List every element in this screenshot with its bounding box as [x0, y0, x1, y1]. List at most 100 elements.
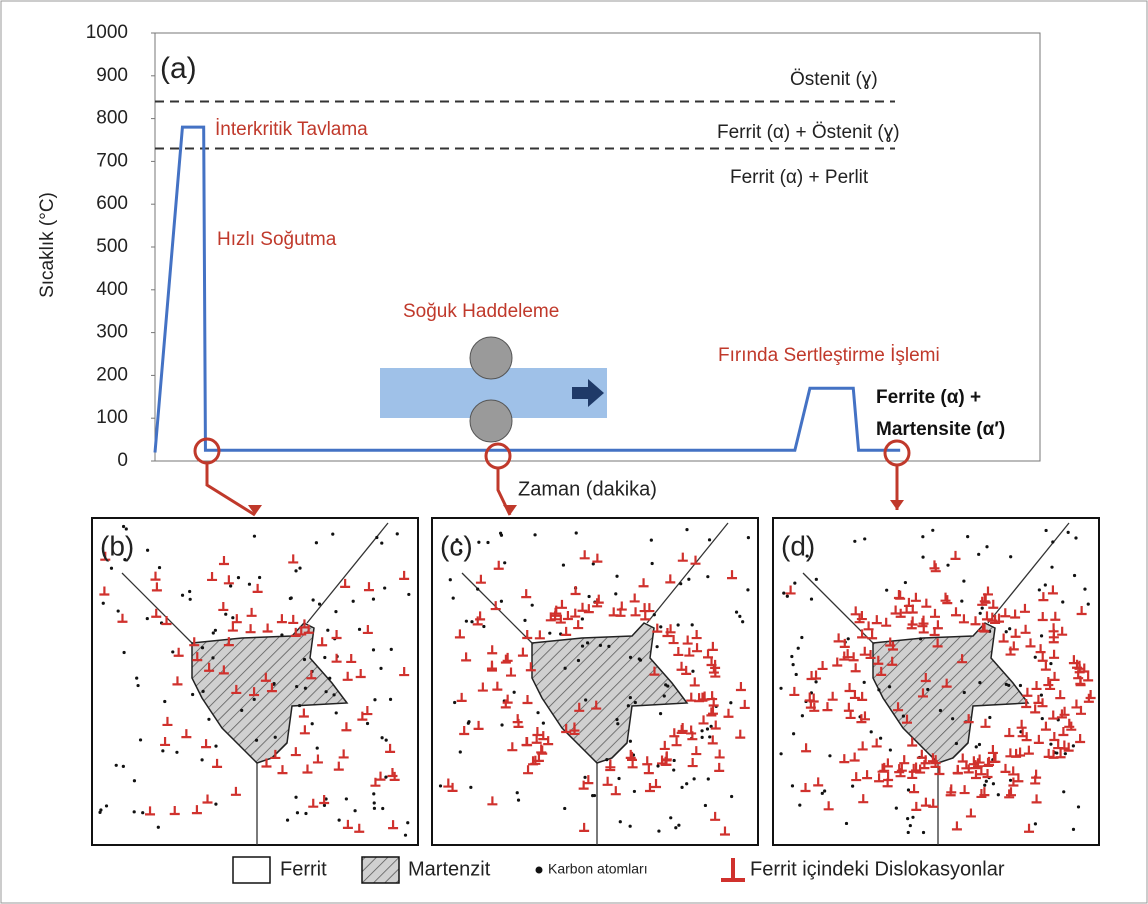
carbon-atom — [708, 735, 711, 738]
carbon-atom — [311, 722, 314, 725]
carbon-atom — [1072, 744, 1075, 747]
carbon-atom — [139, 738, 142, 741]
carbon-atom — [586, 641, 589, 644]
legend-label: Ferrit içindeki Dislokasyonlar — [750, 858, 1005, 880]
carbon-atom — [800, 636, 803, 639]
carbon-atom — [863, 537, 866, 540]
carbon-atom — [214, 629, 217, 632]
carbon-atom — [146, 617, 149, 620]
carbon-atom — [486, 541, 489, 544]
carbon-atom — [449, 578, 452, 581]
carbon-atom — [951, 717, 954, 720]
carbon-atom — [189, 598, 192, 601]
carbon-atom — [338, 819, 341, 822]
carbon-atom — [1008, 627, 1011, 630]
carbon-atom — [372, 598, 375, 601]
carbon-atom — [294, 796, 297, 799]
carbon-atom — [467, 722, 470, 725]
carbon-atom — [729, 701, 732, 704]
carbon-atom — [331, 532, 334, 535]
carbon-atom — [823, 789, 826, 792]
carbon-atom — [1077, 805, 1080, 808]
carbon-atom — [870, 730, 873, 733]
carbon-atom — [161, 749, 164, 752]
carbon-atom — [1074, 536, 1077, 539]
carbon-atom — [564, 667, 567, 670]
carbon-atom — [907, 831, 910, 834]
carbon-atom — [921, 556, 924, 559]
carbon-atom — [452, 596, 455, 599]
carbon-atom — [828, 754, 831, 757]
carbon-atom — [955, 742, 958, 745]
annotation: Ferrite (α) + — [876, 387, 981, 408]
carbon-atom — [110, 567, 113, 570]
carbon-atom — [237, 576, 240, 579]
annotation: Soğuk Haddeleme — [403, 301, 559, 322]
carbon-atom — [99, 808, 102, 811]
carbon-atom — [207, 718, 210, 721]
carbon-atom — [323, 656, 326, 659]
carbon-atom — [1083, 587, 1086, 590]
carbon-atom — [627, 704, 630, 707]
carbon-atom — [373, 801, 376, 804]
carbon-atom — [779, 752, 782, 755]
carbon-atom — [978, 743, 981, 746]
carbon-atom — [960, 599, 963, 602]
legend-swatch — [233, 857, 270, 883]
carbon-atom — [792, 663, 795, 666]
carbon-atom — [323, 804, 326, 807]
carbon-atom — [318, 602, 321, 605]
carbon-atom — [988, 716, 991, 719]
carbon-atom — [146, 549, 149, 552]
carbon-atom — [707, 777, 710, 780]
carbon-atom — [619, 820, 622, 823]
carbon-atom — [691, 670, 694, 673]
carbon-atom — [747, 536, 750, 539]
carbon-atom — [651, 562, 654, 565]
carbon-atom — [171, 650, 174, 653]
carbon-atom — [158, 566, 161, 569]
carbon-atom — [188, 590, 191, 593]
carbon-atom — [500, 600, 503, 603]
carbon-atom — [383, 586, 386, 589]
carbon-atom — [700, 729, 703, 732]
annotation: Ferrit (α) + Perlit — [730, 167, 869, 188]
carbon-atom — [1019, 684, 1022, 687]
carbon-atom — [379, 667, 382, 670]
carbon-atom — [358, 628, 361, 631]
legend-label: Martenzit — [408, 858, 491, 880]
carbon-atom — [978, 681, 981, 684]
carbon-atom — [214, 803, 217, 806]
carbon-atom — [1067, 531, 1070, 534]
carbon-atom — [992, 782, 995, 785]
carbon-atom — [503, 561, 506, 564]
carbon-atom — [353, 809, 356, 812]
carbon-atom — [659, 625, 662, 628]
carbon-atom — [581, 617, 584, 620]
carbon-atom — [105, 804, 108, 807]
carbon-atom — [677, 824, 680, 827]
carbon-atom — [476, 588, 479, 591]
carbon-atom — [851, 785, 854, 788]
carbon-atom — [352, 600, 355, 603]
carbon-atom — [673, 759, 676, 762]
y-tick-label: 900 — [96, 65, 128, 86]
carbon-atom — [791, 784, 794, 787]
carbon-atom — [135, 677, 138, 680]
carbon-atom — [1040, 634, 1043, 637]
carbon-atom — [1072, 828, 1075, 831]
carbon-atom — [181, 594, 184, 597]
carbon-atom — [523, 619, 526, 622]
carbon-atom — [513, 691, 516, 694]
carbon-atom — [294, 569, 297, 572]
carbon-atom — [1055, 751, 1058, 754]
carbon-atom — [477, 541, 480, 544]
carbon-atom — [499, 532, 502, 535]
y-axis-label: Sıcaklık (°C) — [37, 192, 58, 298]
panels: (b)(c)(d) — [92, 518, 1099, 845]
carbon-atom — [650, 539, 653, 542]
annotation: Ferrit (α) + Östenit (ɣ) — [717, 122, 900, 143]
carbon-atom — [926, 688, 929, 691]
carbon-atom — [328, 677, 331, 680]
carbon-atom — [1064, 752, 1067, 755]
